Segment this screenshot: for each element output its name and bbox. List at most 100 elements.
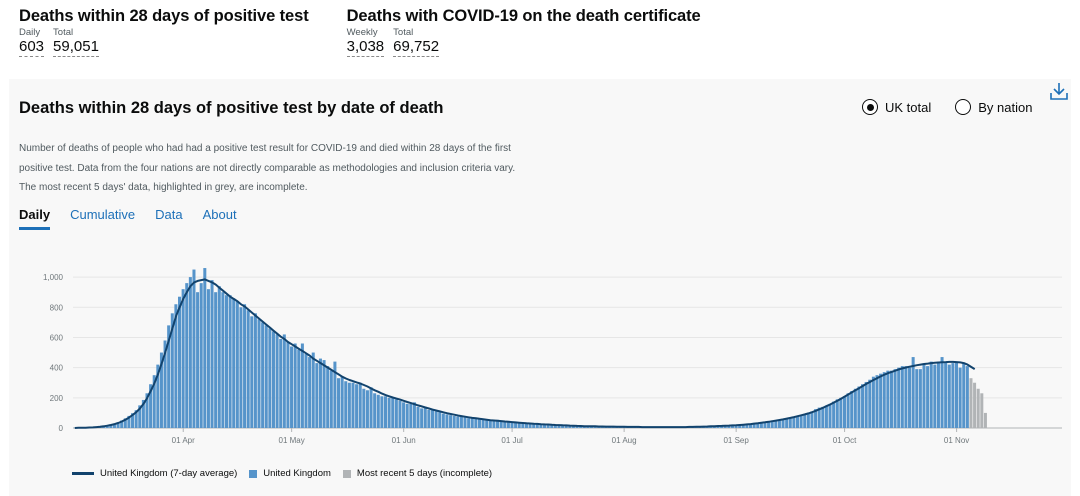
daily-bar xyxy=(463,416,467,428)
legend-label: United Kingdom (7-day average) xyxy=(100,468,238,479)
metric-value[interactable]: 3,038 xyxy=(346,38,385,57)
daily-bar xyxy=(777,419,781,428)
daily-bar xyxy=(763,421,767,428)
radio-uk-total[interactable]: UK total xyxy=(862,99,931,115)
tab-about[interactable]: About xyxy=(202,207,237,222)
card-title: Deaths within 28 days of positive test b… xyxy=(19,99,444,117)
daily-bar xyxy=(824,405,828,428)
x-tick-label: 01 Apr xyxy=(172,436,195,445)
daily-bar xyxy=(391,397,395,428)
daily-bar xyxy=(441,413,445,428)
x-tick-label: 01 Jul xyxy=(501,436,523,445)
daily-bar xyxy=(897,367,901,428)
daily-bar xyxy=(832,401,836,428)
legend-item-incomplete[interactable]: Most recent 5 days (incomplete) xyxy=(342,468,492,479)
metric-label: Total xyxy=(53,27,74,38)
deaths-28-days-heading: Deaths within 28 days of positive test xyxy=(19,7,309,25)
daily-bar xyxy=(131,413,135,428)
legend-item-average[interactable]: United Kingdom (7-day average) xyxy=(72,468,237,479)
daily-bar xyxy=(362,388,366,428)
daily-bar xyxy=(156,364,160,428)
x-tick-label: 01 Aug xyxy=(612,436,637,445)
daily-bar xyxy=(528,423,532,428)
tab-cumulative[interactable]: Cumulative xyxy=(70,207,136,222)
daily-bar xyxy=(449,415,453,428)
metric-value[interactable]: 59,051 xyxy=(53,38,99,57)
legend-label: United Kingdom xyxy=(263,468,331,479)
daily-bar xyxy=(940,357,944,428)
daily-bar xyxy=(311,352,315,428)
daily-bar xyxy=(365,390,369,428)
daily-bar xyxy=(351,382,355,428)
x-tick-label: 01 Nov xyxy=(944,436,969,445)
daily-bar xyxy=(109,424,113,428)
daily-bar xyxy=(456,416,460,428)
daily-bar xyxy=(503,421,507,428)
tab-data[interactable]: Data xyxy=(155,207,183,222)
daily-bar xyxy=(250,316,254,428)
daily-bar xyxy=(203,268,207,428)
daily-bar xyxy=(477,418,481,428)
chart-description: Number of deaths of people who had had a… xyxy=(19,143,516,193)
daily-bar xyxy=(138,405,142,428)
daily-bar xyxy=(174,304,178,428)
daily-bar xyxy=(326,366,330,428)
legend-item-daily[interactable]: United Kingdom xyxy=(249,468,331,479)
download-icon[interactable] xyxy=(1049,81,1069,101)
daily-bar xyxy=(853,388,857,428)
daily-bar xyxy=(141,399,145,428)
daily-bar xyxy=(112,423,116,428)
deaths-28-days-summary: Deaths within 28 days of positive test D… xyxy=(19,6,309,57)
radio-unchecked-icon[interactable] xyxy=(955,99,972,115)
summary-header: Deaths within 28 days of positive test D… xyxy=(19,6,701,57)
daily-bar xyxy=(427,409,431,428)
daily-bar xyxy=(416,406,420,428)
daily-bar xyxy=(116,422,120,428)
daily-bar xyxy=(192,269,196,428)
daily-bar xyxy=(181,289,185,428)
metric-value[interactable]: 69,752 xyxy=(393,38,440,57)
incomplete-bar xyxy=(973,382,977,428)
daily-bar xyxy=(571,425,575,428)
daily-bar xyxy=(936,361,940,428)
y-tick-label: 400 xyxy=(50,364,64,373)
metric-value[interactable]: 603 xyxy=(19,38,45,57)
daily-bar xyxy=(828,403,832,428)
daily-bar xyxy=(918,369,922,428)
daily-bar xyxy=(846,393,850,428)
y-tick-label: 0 xyxy=(59,424,64,433)
daily-bar xyxy=(228,295,232,428)
daily-bar xyxy=(962,363,966,428)
daily-bar xyxy=(900,366,904,428)
daily-bar xyxy=(412,402,416,428)
daily-bar xyxy=(575,425,579,428)
daily-bar xyxy=(922,364,926,428)
daily-bar xyxy=(167,325,171,428)
daily-bar xyxy=(933,364,937,428)
daily-bar xyxy=(376,394,380,428)
daily-bar xyxy=(875,375,879,428)
daily-bar xyxy=(402,402,406,428)
deaths-daily-metric: Daily 603 xyxy=(19,27,45,57)
daily-bar xyxy=(438,412,442,428)
radio-checked-icon[interactable] xyxy=(862,99,878,115)
radio-label-by-nation: By nation xyxy=(978,99,1033,115)
daily-bar xyxy=(264,325,268,428)
daily-bar xyxy=(452,415,456,428)
radio-by-nation[interactable]: By nation xyxy=(955,99,1032,115)
daily-bar xyxy=(561,425,565,428)
daily-bar xyxy=(741,424,745,428)
daily-bar xyxy=(524,423,528,428)
daily-bar xyxy=(926,366,930,428)
daily-bar xyxy=(199,283,203,428)
daily-bar xyxy=(929,361,933,428)
daily-bar xyxy=(553,424,557,428)
daily-bar xyxy=(857,386,861,428)
daily-bar xyxy=(557,425,561,428)
x-tick-label: 01 Sep xyxy=(723,436,749,445)
daily-bar xyxy=(459,416,463,428)
daily-bar xyxy=(387,397,391,428)
daily-bar xyxy=(564,425,568,428)
tab-daily[interactable]: Daily xyxy=(19,207,51,230)
average-line xyxy=(74,278,976,429)
